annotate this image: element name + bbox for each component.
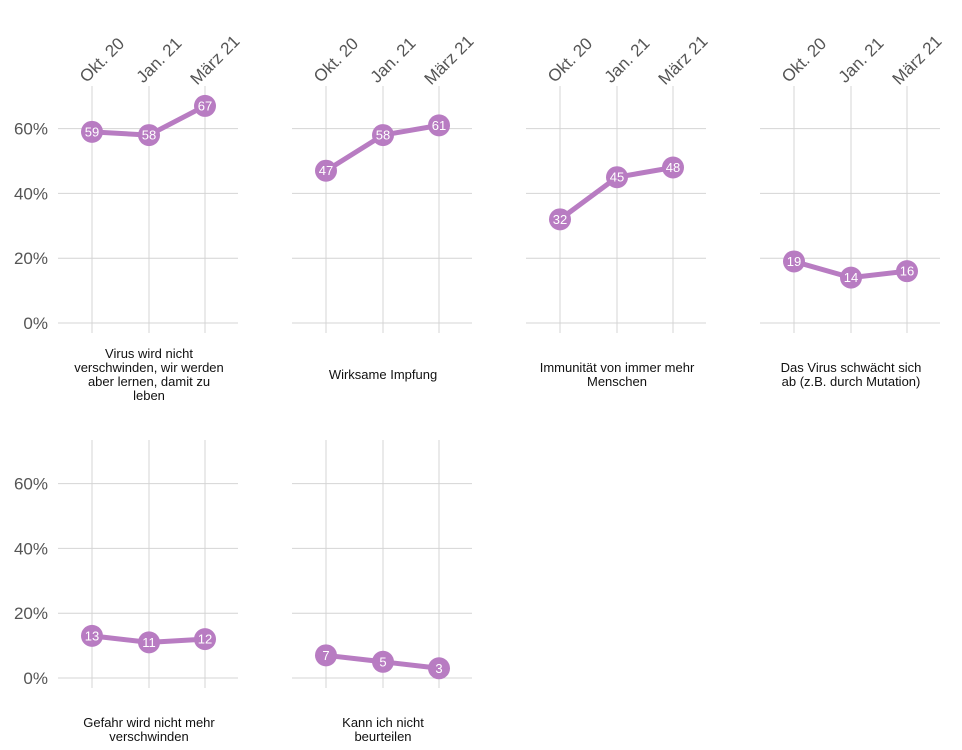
- panel-label-line: Menschen: [587, 374, 647, 389]
- data-point: [428, 114, 450, 137]
- panel-4: Okt. 20 Jan. 21 März 21 19 14 16 Das Virus sch…: [760, 32, 946, 389]
- y-tick-label: 40%: [14, 539, 48, 558]
- y-tick-label: 0%: [23, 669, 48, 688]
- panel-label-line: Das Virus schwächt sich: [781, 360, 922, 375]
- data-point: [315, 644, 337, 667]
- panel-label: Das Virus schwächt sich ab (z.B. durch Mu…: [781, 360, 922, 389]
- data-point: [372, 650, 394, 673]
- panel-label-line: verschwinden: [109, 729, 189, 744]
- x-tick-label: März 21: [187, 32, 244, 89]
- data-point: [315, 159, 337, 182]
- data-label: 48: [666, 160, 680, 175]
- panel-label: Wirksame Impfung: [329, 367, 437, 382]
- data-point: [840, 266, 862, 289]
- data-label: 19: [787, 254, 801, 269]
- x-tick-label: März 21: [421, 32, 478, 89]
- panel-label-line: Wirksame Impfung: [329, 367, 437, 382]
- data-label: 32: [553, 212, 567, 227]
- data-label: 47: [319, 163, 333, 178]
- data-point: [138, 124, 160, 147]
- panel-label: Gefahr wird nicht mehr verschwinden: [83, 715, 215, 744]
- data-point: [138, 631, 160, 654]
- y-tick-label: 20%: [14, 604, 48, 623]
- y-tick-label: 20%: [14, 249, 48, 268]
- data-point: [606, 166, 628, 189]
- y-tick-label: 60%: [14, 120, 48, 139]
- panel-label: Virus wird nicht verschwinden, wir werden…: [74, 346, 224, 403]
- data-point: [81, 624, 103, 647]
- data-point: [81, 120, 103, 143]
- panel-2: Okt. 20 Jan. 21 März 21 47 58 61 Wirksame Impf…: [292, 32, 478, 382]
- data-label: 16: [900, 264, 914, 279]
- panel-label-line: Immunität von immer mehr: [540, 360, 695, 375]
- panel-label-line: verschwinden, wir werden: [74, 360, 224, 375]
- x-tick-label: Okt. 20: [778, 34, 830, 86]
- x-tick-label: Okt. 20: [310, 34, 362, 86]
- y-tick-label: 0%: [23, 314, 48, 333]
- data-label: 5: [379, 654, 386, 669]
- data-label: 7: [322, 648, 329, 663]
- panel-label-line: beurteilen: [354, 729, 411, 744]
- data-label: 45: [610, 170, 624, 185]
- x-tick-label: März 21: [655, 32, 712, 89]
- x-tick-label: Jan. 21: [835, 34, 888, 87]
- panel-label-line: Gefahr wird nicht mehr: [83, 715, 215, 730]
- data-point: [372, 124, 394, 147]
- panel-label-line: Kann ich nicht: [342, 715, 424, 730]
- panel-label: Kann ich nicht beurteilen: [342, 715, 424, 744]
- panel-5: 13 11 12 Gefahr wird nicht mehr verschwinden: [58, 440, 238, 744]
- x-tick-label: März 21: [889, 32, 946, 89]
- data-label: 67: [198, 98, 212, 113]
- x-tick-label: Okt. 20: [544, 34, 596, 86]
- panel-label-line: leben: [133, 388, 165, 403]
- x-tick-label: Jan. 21: [367, 34, 420, 87]
- data-label: 3: [435, 661, 442, 676]
- data-label: 58: [142, 128, 156, 143]
- data-point: [549, 208, 571, 231]
- panel-label-line: aber lernen, damit zu: [88, 374, 210, 389]
- x-tick-label: Jan. 21: [601, 34, 654, 87]
- panel-label: Immunität von immer mehr Menschen: [540, 360, 695, 389]
- data-point: [896, 260, 918, 283]
- data-label: 11: [142, 635, 156, 650]
- y-tick-label: 60%: [14, 475, 48, 494]
- data-label: 61: [432, 118, 446, 133]
- data-point: [662, 156, 684, 179]
- data-label: 59: [85, 124, 99, 139]
- panel-label-line: ab (z.B. durch Mutation): [782, 374, 921, 389]
- data-point: [194, 628, 216, 651]
- data-point: [783, 250, 805, 273]
- panel-6: 7 5 3 Kann ich nicht beurteilen: [292, 440, 472, 744]
- data-label: 12: [198, 632, 212, 647]
- data-label: 14: [844, 270, 858, 285]
- x-tick-label: Jan. 21: [133, 34, 186, 87]
- panel-3: Okt. 20 Jan. 21 März 21 32 45 48 Immunität von…: [526, 32, 712, 389]
- y-tick-label: 40%: [14, 184, 48, 203]
- data-point: [428, 657, 450, 680]
- x-tick-label: Okt. 20: [76, 34, 128, 86]
- panel-1: Okt. 20 Jan. 21 März 21 59 58 67 Virus wird ni…: [58, 32, 244, 403]
- data-label: 13: [85, 628, 99, 643]
- panel-label-line: Virus wird nicht: [105, 346, 193, 361]
- data-point: [194, 94, 216, 117]
- data-label: 58: [376, 128, 390, 143]
